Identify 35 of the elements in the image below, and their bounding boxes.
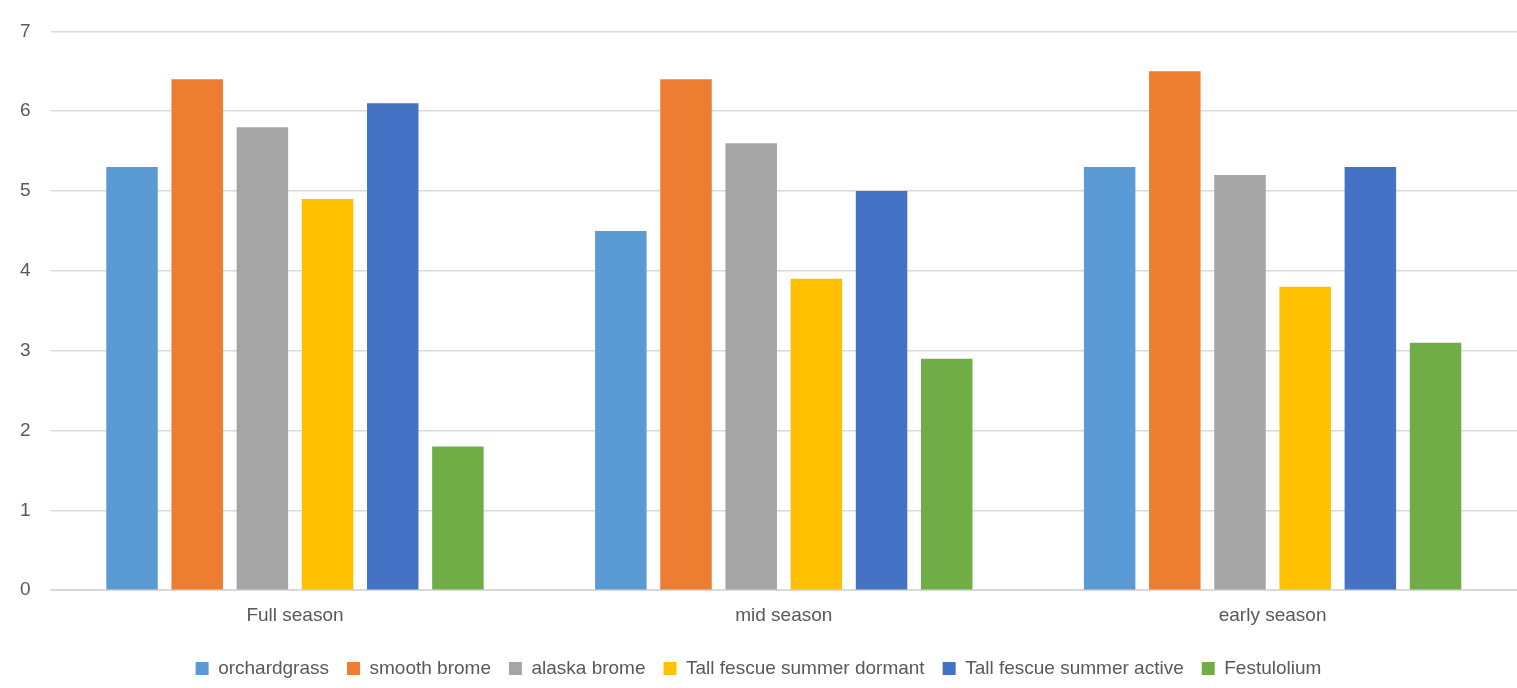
y-tick-label: 4 <box>19 259 31 281</box>
bar <box>1149 71 1201 590</box>
bar <box>106 167 158 590</box>
bar <box>790 278 843 590</box>
bar <box>301 199 354 590</box>
y-tick-label: 3 <box>19 338 31 360</box>
x-tick-label: mid season <box>735 603 833 625</box>
y-tick-label: 2 <box>19 418 31 440</box>
bar <box>660 79 712 590</box>
legend-label: Tall fescue summer dormant <box>686 656 926 678</box>
bar <box>432 446 484 590</box>
y-tick-label: 5 <box>19 179 31 201</box>
bar <box>171 79 223 590</box>
bar <box>1083 167 1136 590</box>
bar <box>366 103 419 590</box>
bar <box>725 143 777 590</box>
bar <box>236 127 289 590</box>
legend-label: smooth brome <box>369 656 491 678</box>
y-tick-label: 6 <box>19 99 31 121</box>
bar <box>855 191 908 590</box>
bar <box>595 230 647 590</box>
y-tick-label: 7 <box>19 19 31 41</box>
x-tick-label: early season <box>1218 603 1327 625</box>
y-tick-label: 1 <box>19 498 31 520</box>
legend-label: Festulolium <box>1224 656 1322 678</box>
bar <box>1214 175 1266 590</box>
bar <box>1344 167 1397 590</box>
legend-label: alaska brome <box>531 656 646 678</box>
x-tick-label: Full season <box>246 603 344 625</box>
bar <box>920 358 973 590</box>
legend-label: orchardgrass <box>218 656 330 678</box>
legend-label: Tall fescue summer active <box>965 656 1184 678</box>
bar <box>1279 286 1331 590</box>
y-tick-label: 0 <box>19 578 31 600</box>
bar <box>1409 342 1462 590</box>
